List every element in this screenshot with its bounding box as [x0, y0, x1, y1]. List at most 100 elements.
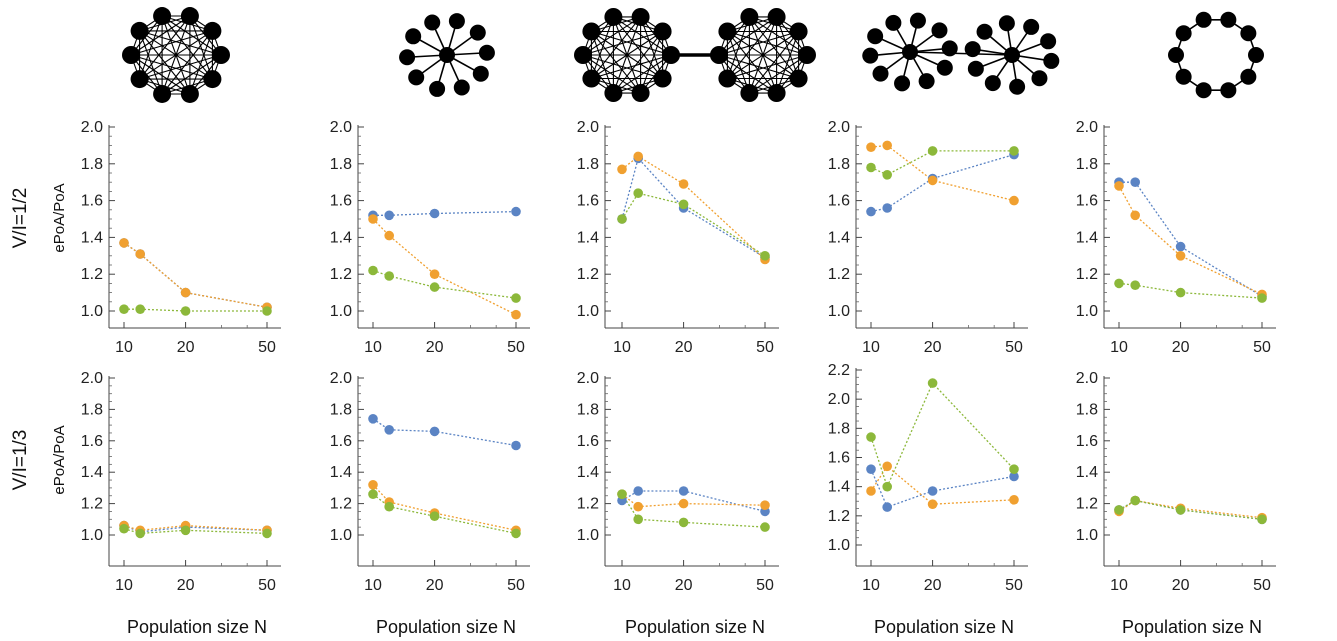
y-tick-label: 1.2 — [1076, 496, 1098, 513]
data-point — [882, 502, 892, 512]
y-tick-label: 2.0 — [577, 119, 599, 136]
x-tick-label: 20 — [1172, 339, 1190, 356]
y-tick-label: 1.8 — [81, 401, 103, 418]
data-point — [368, 489, 378, 500]
y-tick-label: 1.4 — [81, 229, 103, 246]
series-line-3 — [372, 269, 517, 299]
y-tick-label: 1.0 — [81, 303, 103, 320]
series-line-3 — [870, 150, 1014, 176]
x-axis-label-5: Population size N — [1122, 617, 1262, 637]
series-line-2 — [870, 465, 1015, 505]
y-tick-label: 1.8 — [330, 401, 352, 418]
y-tick-label: 1.0 — [577, 527, 599, 544]
data-point — [135, 304, 145, 315]
data-point — [760, 500, 770, 511]
data-point — [429, 269, 440, 280]
x-tick-label: 50 — [507, 339, 525, 356]
y-tick-label: 1.0 — [1076, 527, 1098, 544]
data-point — [678, 179, 689, 189]
x-tick-label: 10 — [862, 339, 880, 356]
data-point — [1009, 471, 1019, 482]
series-line-3 — [1118, 282, 1263, 299]
row-label-top: V/I=1/2 — [10, 188, 31, 249]
network-icons — [122, 7, 1264, 103]
y-tick-label: 1.6 — [81, 193, 103, 210]
data-point — [511, 293, 521, 303]
data-point — [617, 489, 627, 500]
x-tick-label: 10 — [613, 339, 631, 356]
y-tick-label: 1.6 — [81, 433, 103, 450]
y-tick-label: 1.2 — [577, 496, 599, 513]
data-point — [927, 175, 938, 186]
data-point — [119, 523, 129, 534]
series-line-2 — [372, 218, 517, 316]
x-tick-label: 20 — [924, 339, 942, 356]
two-stars-icon — [862, 12, 1060, 95]
data-point — [1175, 505, 1186, 515]
series-line-1 — [870, 468, 1015, 508]
y-tick-label: 1.6 — [828, 450, 850, 467]
data-point — [384, 271, 395, 281]
y-tick-label: 1.2 — [330, 496, 352, 513]
series-line-2 — [870, 144, 1015, 202]
y-tick-label: 1.2 — [81, 496, 103, 513]
data-point — [368, 480, 378, 490]
data-point — [511, 309, 521, 320]
x-axis-label-1: Population size N — [127, 617, 267, 637]
data-point — [1009, 146, 1019, 156]
y-tick-label: 1.0 — [577, 303, 599, 320]
data-point — [633, 486, 643, 496]
data-point — [1257, 293, 1267, 303]
y-tick-label: 2.0 — [1076, 119, 1098, 136]
data-point — [866, 162, 876, 173]
figure-labels: V/I=1/2 V/I=1/3 ePoA/PoA ePoA/PoA Popula… — [10, 183, 1262, 637]
x-tick-label: 20 — [177, 339, 195, 356]
series-line-1 — [123, 524, 268, 533]
y-tick-label: 1.0 — [330, 527, 352, 544]
star-graph-icon — [399, 13, 495, 97]
x-tick-label: 10 — [613, 577, 631, 594]
y-tick-label: 1.6 — [1076, 433, 1098, 450]
y-tick-label: 1.0 — [330, 303, 352, 320]
data-point — [511, 206, 521, 217]
series-line-2 — [621, 155, 766, 260]
chart-r1-c4: 1.0 1.2 1.4 1.6 1.8 2.0 10 20 50 — [828, 119, 1028, 356]
x-tick-label: 10 — [115, 577, 133, 594]
y-tick-label: 1.4 — [1076, 464, 1098, 481]
y-tick-label: 1.2 — [577, 266, 599, 283]
x-tick-label: 50 — [1253, 339, 1271, 356]
y-tick-label: 2.0 — [81, 119, 103, 136]
y-tick-label: 2.0 — [330, 370, 352, 387]
data-point — [1130, 177, 1140, 187]
data-point — [633, 151, 643, 162]
y-tick-label: 1.4 — [1076, 229, 1098, 246]
chart-r2-c3: 1.0 1.2 1.4 1.6 1.8 2.0 10 20 50 — [577, 370, 779, 594]
x-axis-label-2: Population size N — [376, 617, 516, 637]
chart-r1-c2: 1.0 1.2 1.4 1.6 1.8 2.0 10 20 50 — [330, 119, 530, 356]
y-tick-label: 1.6 — [828, 193, 850, 210]
y-tick-label: 1.8 — [577, 401, 599, 418]
data-point — [180, 525, 191, 536]
y-tick-label: 1.8 — [828, 420, 850, 437]
series-line-3 — [621, 493, 766, 528]
x-tick-label: 20 — [1172, 577, 1190, 594]
y-tick-label: 1.0 — [1076, 303, 1098, 320]
data-point — [1130, 210, 1140, 221]
data-point — [384, 501, 395, 512]
data-point — [882, 170, 892, 180]
x-tick-label: 20 — [426, 577, 444, 594]
data-point — [1130, 495, 1140, 506]
y-tick-label: 1.4 — [577, 229, 599, 246]
y-tick-label: 1.4 — [330, 464, 352, 481]
data-point — [633, 514, 643, 525]
x-tick-label: 50 — [756, 339, 774, 356]
data-point — [384, 230, 395, 241]
data-point — [866, 486, 876, 496]
row-label-bottom: V/I=1/3 — [10, 430, 31, 491]
complete-graph-icon — [122, 7, 230, 103]
y-tick-label: 2.0 — [828, 119, 850, 136]
x-tick-label: 50 — [258, 577, 276, 594]
x-tick-label: 10 — [115, 339, 133, 356]
data-point — [135, 528, 145, 539]
y-tick-label: 1.2 — [330, 266, 352, 283]
